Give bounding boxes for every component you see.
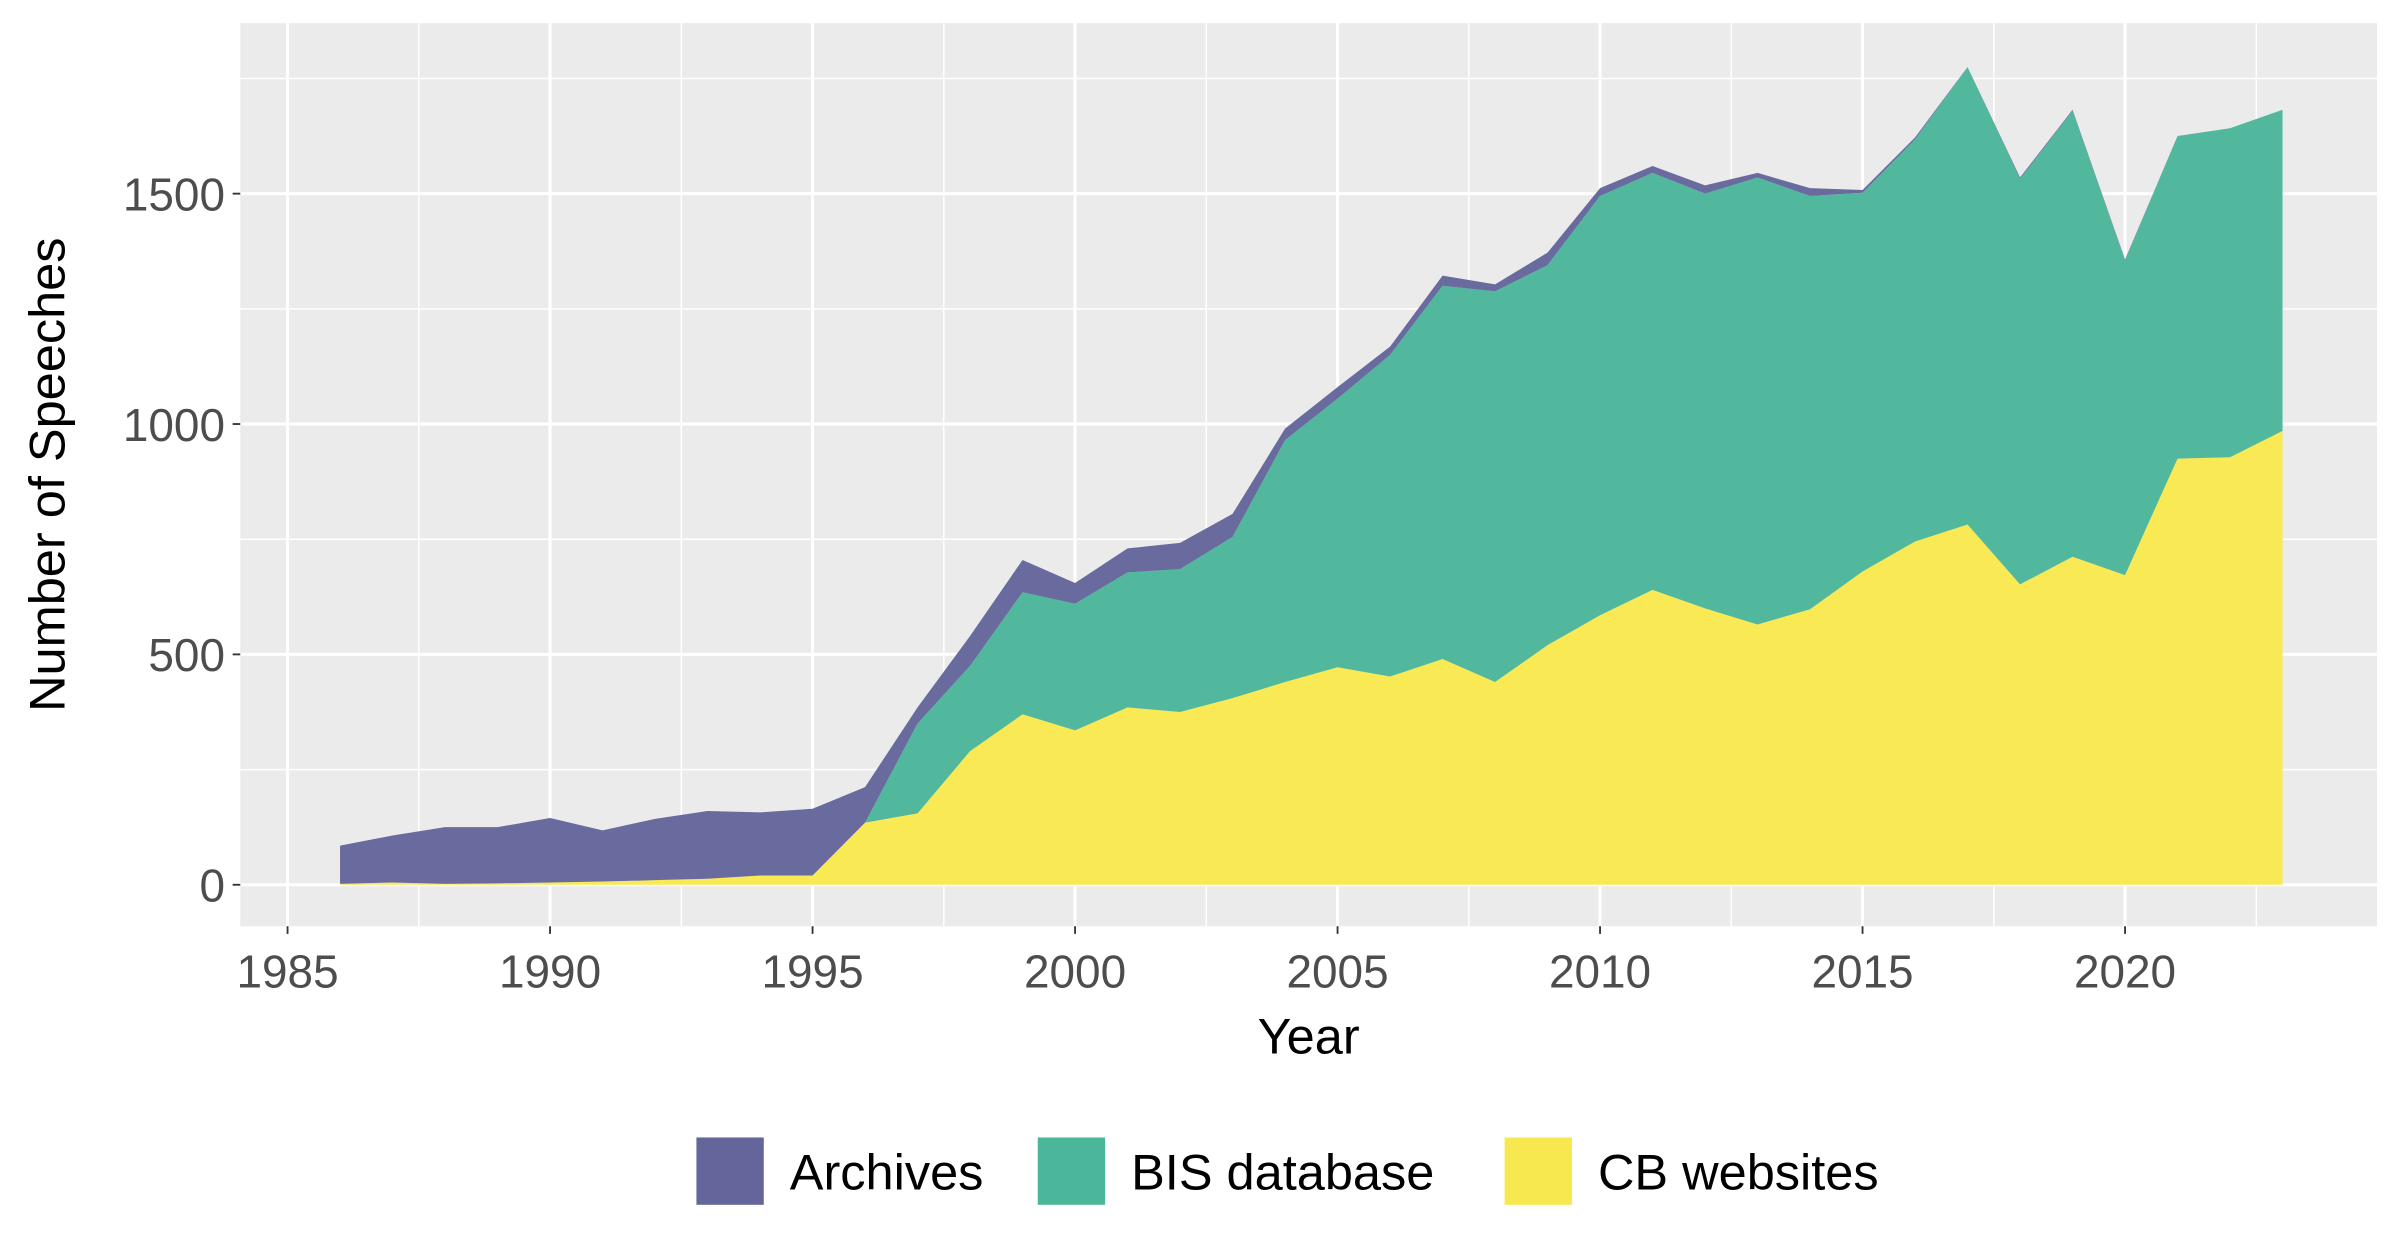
x-tick-label: 2020 [2074, 945, 2176, 997]
area-cb-websites [340, 430, 2283, 885]
areas [340, 66, 2283, 885]
x-tick-label: 2005 [1286, 945, 1388, 997]
x-tick-label: 2015 [1811, 945, 1913, 997]
y-tick-label: 0 [199, 860, 225, 912]
x-tick-label: 1985 [236, 945, 338, 997]
legend-label: Archives [790, 1144, 984, 1201]
legend-key-cb-websites [1504, 1137, 1572, 1205]
y-axis-ticks: 0 500 1000 1500 [123, 168, 241, 912]
area-bis-database [340, 66, 2283, 884]
x-tick-label: 2000 [1024, 945, 1126, 997]
y-tick-label: 1500 [123, 168, 225, 220]
x-axis-title: Year [1258, 1007, 1360, 1064]
y-tick-label: 1000 [123, 399, 225, 451]
y-tick-label: 500 [148, 629, 225, 681]
legend-label: BIS database [1131, 1144, 1434, 1201]
y-axis-title: Number of Speeches [18, 238, 75, 712]
x-tick-label: 1990 [499, 945, 601, 997]
x-tick-label: 1995 [761, 945, 863, 997]
legend: Archives BIS database CB websites [696, 1137, 1879, 1205]
x-axis-ticks: 1985 1990 1995 2000 2005 2010 2015 2020 [236, 926, 2176, 997]
legend-key-bis-database [1037, 1137, 1106, 1205]
x-tick-label: 2010 [1549, 945, 1651, 997]
legend-label: CB websites [1598, 1144, 1879, 1201]
legend-key-archives [696, 1137, 764, 1205]
